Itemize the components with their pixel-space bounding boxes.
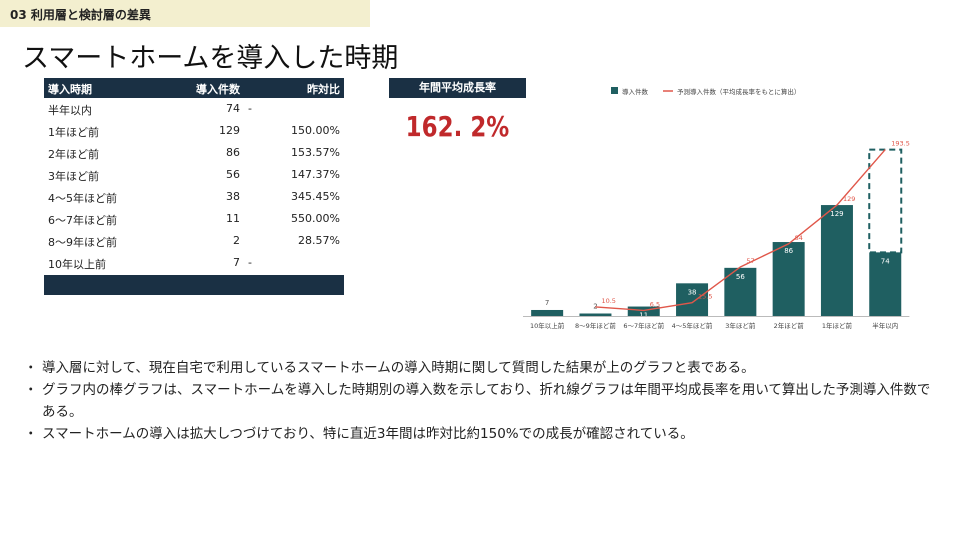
section-label: 03 利用層と検討層の差異: [10, 8, 151, 22]
bar: [676, 283, 709, 316]
table-row: 6〜7年ほど前 11 550.00%: [44, 208, 344, 230]
cell-yoy: 345.45%: [291, 190, 340, 203]
bar: [820, 205, 853, 316]
bar-label: 11: [639, 312, 648, 320]
note-item: グラフ内の棒グラフは、スマートホームを導入した時期別の導入数を示しており、折れ線…: [24, 379, 941, 423]
bar-label: 129: [830, 210, 843, 218]
note-item: スマートホームの導入は拡大しつづけており、特に直近3年間は昨対比約150%での成…: [24, 423, 941, 445]
table-row: 8〜9年ほど前 2 28.57%: [44, 230, 344, 252]
bar: [627, 306, 660, 316]
cell-period: 1年ほど前: [48, 126, 99, 139]
bar-label: 74: [881, 257, 890, 265]
cell-yoy: 153.57%: [291, 146, 340, 159]
x-tick-label: 3年ほど前: [725, 321, 756, 330]
x-tick-label: 1年ほど前: [822, 321, 853, 330]
cell-yoy: -: [248, 256, 252, 269]
table-row: 半年以内 74 -: [44, 98, 344, 120]
cell-period: 8〜9年ほど前: [48, 236, 117, 249]
bar-label: 56: [736, 273, 745, 281]
table-row: 3年ほど前 56 147.37%: [44, 164, 344, 186]
cell-period: 10年以上前: [48, 258, 106, 271]
cell-count: 56: [226, 168, 240, 181]
line-label: 10.5: [601, 297, 615, 305]
cell-period: 4〜5年ほど前: [48, 192, 117, 205]
table-footer: [44, 275, 344, 295]
growth-rate-value: 162. 2%: [405, 110, 510, 143]
cell-count: 74: [226, 102, 240, 115]
bar: [531, 309, 564, 316]
legend-label-bar: 導入件数: [622, 87, 649, 96]
bar-label: 38: [688, 288, 697, 296]
line-label: 15.5: [698, 293, 712, 301]
cell-count: 38: [226, 190, 240, 203]
bar-label: 86: [784, 247, 793, 255]
cell-yoy: 550.00%: [291, 212, 340, 225]
notes: 導入層に対して、現在自宅で利用しているスマートホームの導入時期に関して質問した結…: [24, 357, 941, 445]
x-tick-label: 10年以上前: [530, 321, 565, 330]
table-row: 2年ほど前 86 153.57%: [44, 142, 344, 164]
cell-count: 2: [233, 234, 240, 247]
bar-label: 7: [545, 299, 549, 307]
x-tick-label: 6〜7年ほど前: [623, 321, 664, 330]
cell-count: 86: [226, 146, 240, 159]
table-row: 4〜5年ほど前 38 345.45%: [44, 186, 344, 208]
cell-period: 2年ほど前: [48, 148, 99, 161]
table-row: 10年以上前 7 -: [44, 252, 344, 274]
table-row: 1年ほど前 129 150.00%: [44, 120, 344, 142]
series-line-forecast: [595, 149, 886, 312]
adoption-table: 導入時期 導入件数 昨対比 半年以内 74 - 1年ほど前 129 150.00…: [44, 78, 344, 295]
page-title: スマートホームを導入した時期: [22, 43, 399, 74]
projected-bar: [868, 148, 903, 254]
cell-count: 11: [226, 212, 240, 225]
cell-count: 129: [219, 124, 240, 137]
adoption-chart: 導入件数 予測導入件数（平均成長率をもとに算出） 7 2 11 38 56 86 129 74 10…: [523, 87, 910, 330]
bar: [579, 313, 612, 316]
header-yoy: 昨対比: [307, 83, 340, 96]
x-tick-label: 8〜9年ほど前: [575, 321, 616, 330]
line-label: 57: [746, 257, 754, 265]
line-label: 6.5: [650, 300, 660, 308]
bar: [772, 242, 805, 316]
bar-label: 2: [593, 303, 597, 311]
bar: [869, 252, 902, 316]
cell-period: 6〜7年ほど前: [48, 214, 117, 227]
legend-swatch-bar: [611, 87, 618, 94]
bar: [724, 267, 757, 316]
x-tick-label: 半年以内: [872, 321, 898, 330]
cell-yoy: 28.57%: [298, 234, 340, 247]
line-label: 193.5: [891, 140, 910, 148]
header-period: 導入時期: [48, 83, 92, 96]
header-count: 導入件数: [196, 83, 240, 96]
cell-count: 7: [233, 256, 240, 269]
section-tag: 03 利用層と検討層の差異: [0, 0, 370, 27]
cell-yoy: 150.00%: [291, 124, 340, 137]
cell-period: 半年以内: [48, 104, 92, 117]
x-tick-label: 2年ほど前: [774, 321, 805, 330]
growth-rate-label: 年間平均成長率: [389, 78, 526, 98]
note-item: 導入層に対して、現在自宅で利用しているスマートホームの導入時期に関して質問した結…: [24, 357, 941, 379]
cell-yoy: -: [248, 102, 252, 115]
x-tick-label: 4〜5年ほど前: [672, 321, 713, 330]
cell-period: 3年ほど前: [48, 170, 99, 183]
legend-label-line: 予測導入件数（平均成長率をもとに算出）: [677, 87, 800, 96]
cell-yoy: 147.37%: [291, 168, 340, 181]
line-label: 84: [795, 234, 803, 242]
line-label: 129: [843, 195, 855, 203]
table-header: 導入時期 導入件数 昨対比: [44, 78, 344, 98]
